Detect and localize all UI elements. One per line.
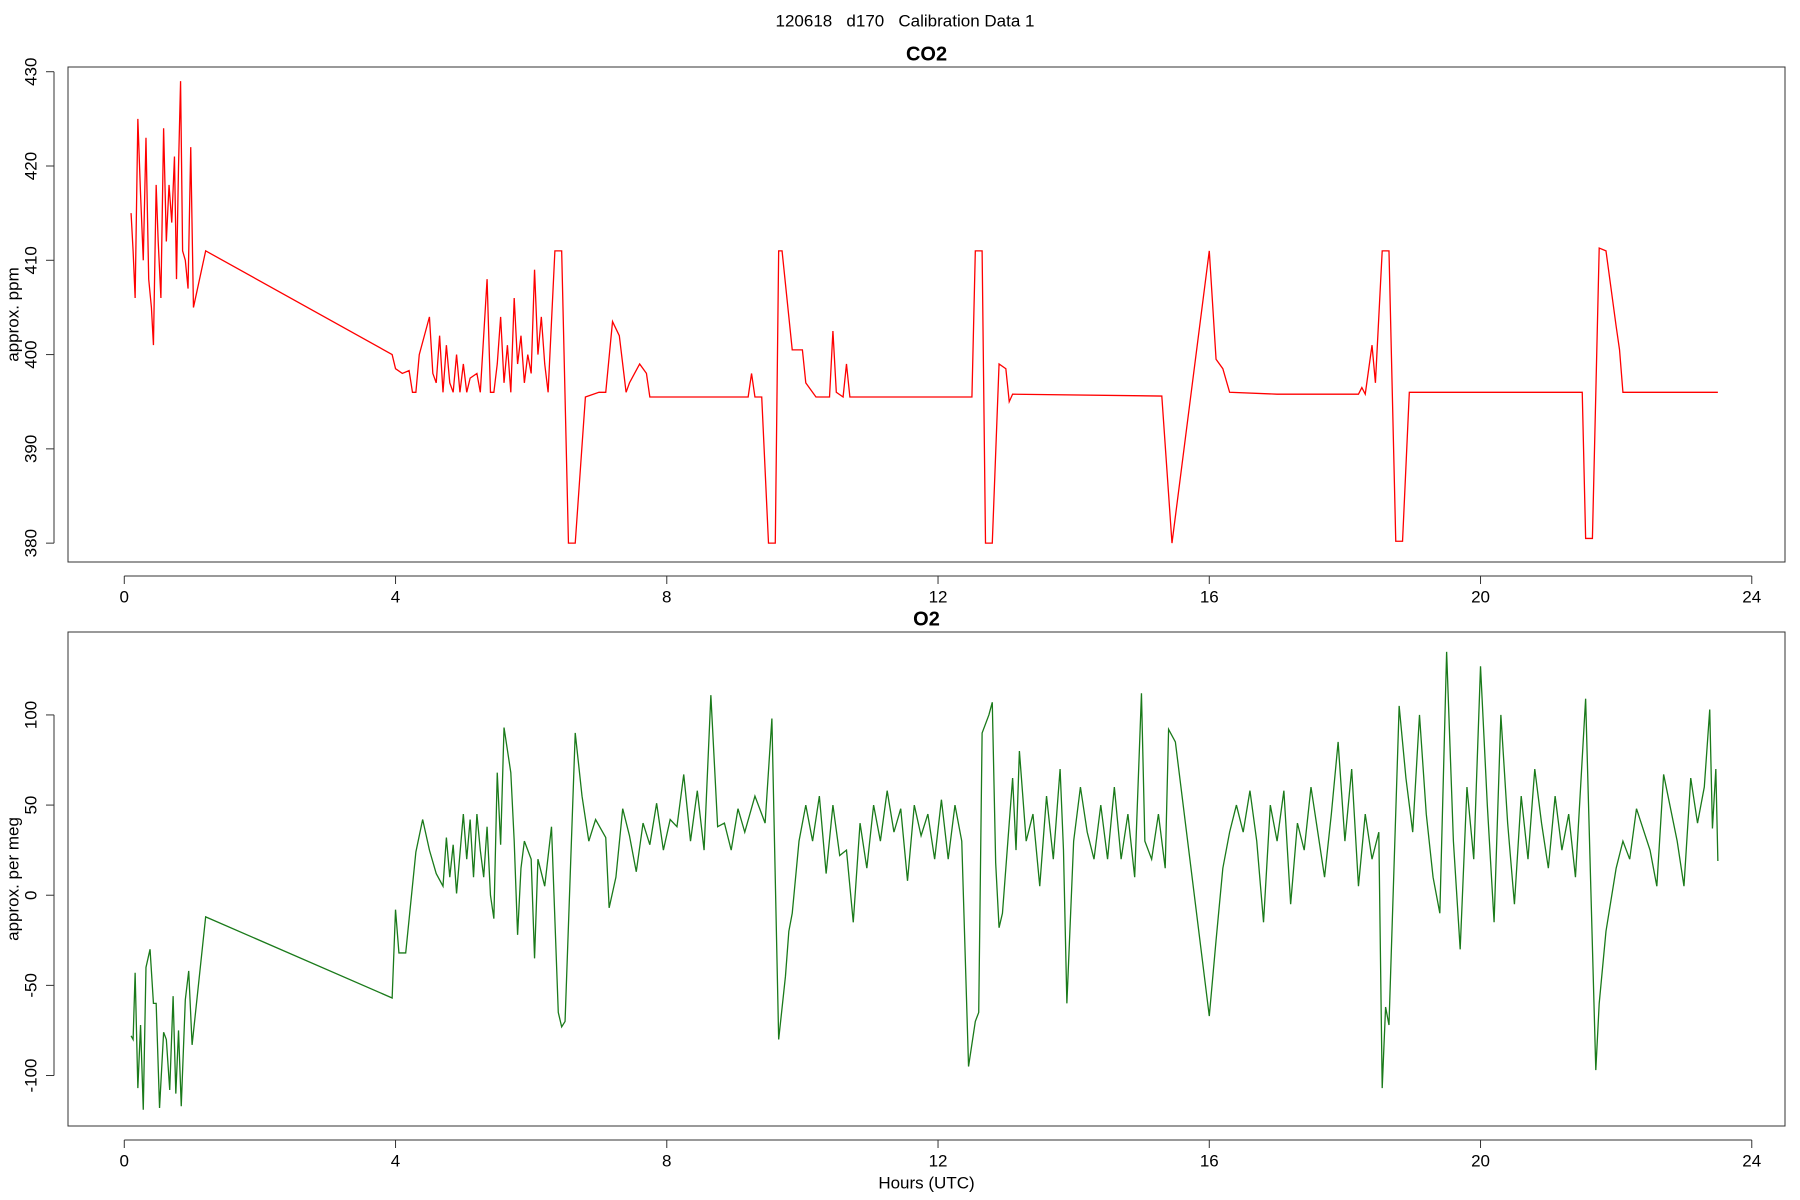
plot-box <box>67 631 1786 1127</box>
y-tick-label: 50 <box>21 796 40 815</box>
y-axis-label: approx. per meg <box>3 817 22 941</box>
x-tick-label: 12 <box>929 587 948 606</box>
plot-box <box>67 66 1786 563</box>
y-tick-label: 420 <box>21 152 40 180</box>
y-axis-label: approx. ppm <box>3 267 22 362</box>
y-tick-label: 430 <box>21 58 40 86</box>
y-tick-label: 100 <box>21 701 40 729</box>
data-line <box>130 651 1719 1110</box>
x-tick-label: 20 <box>1471 1151 1490 1170</box>
x-tick-label: 24 <box>1742 1151 1761 1170</box>
y-tick-label: 410 <box>21 246 40 274</box>
y-tick-label: -50 <box>21 973 40 998</box>
chart-title: CO2 <box>906 43 947 65</box>
data-line <box>130 81 1718 544</box>
y-tick-label: 390 <box>21 435 40 463</box>
x-tick-label: 24 <box>1742 587 1761 606</box>
x-tick-label: 4 <box>391 1151 400 1170</box>
figure-title: 120618 d170 Calibration Data 1 <box>776 11 1035 30</box>
y-tick-label: 0 <box>21 890 40 899</box>
x-tick-label: 20 <box>1471 587 1490 606</box>
x-tick-label: 16 <box>1200 587 1219 606</box>
x-tick-label: 4 <box>391 587 400 606</box>
x-tick-label: 0 <box>120 1151 129 1170</box>
x-tick-label: 0 <box>120 587 129 606</box>
x-tick-label: 8 <box>662 587 671 606</box>
y-tick-label: 400 <box>21 340 40 368</box>
y-tick-label: -100 <box>21 1059 40 1093</box>
x-axis-label: Hours (UTC) <box>878 1173 974 1192</box>
x-tick-label: 12 <box>929 1151 948 1170</box>
x-tick-label: 16 <box>1200 1151 1219 1170</box>
x-tick-label: 8 <box>662 1151 671 1170</box>
y-tick-label: 380 <box>21 529 40 557</box>
chart-title: O2 <box>913 608 940 630</box>
